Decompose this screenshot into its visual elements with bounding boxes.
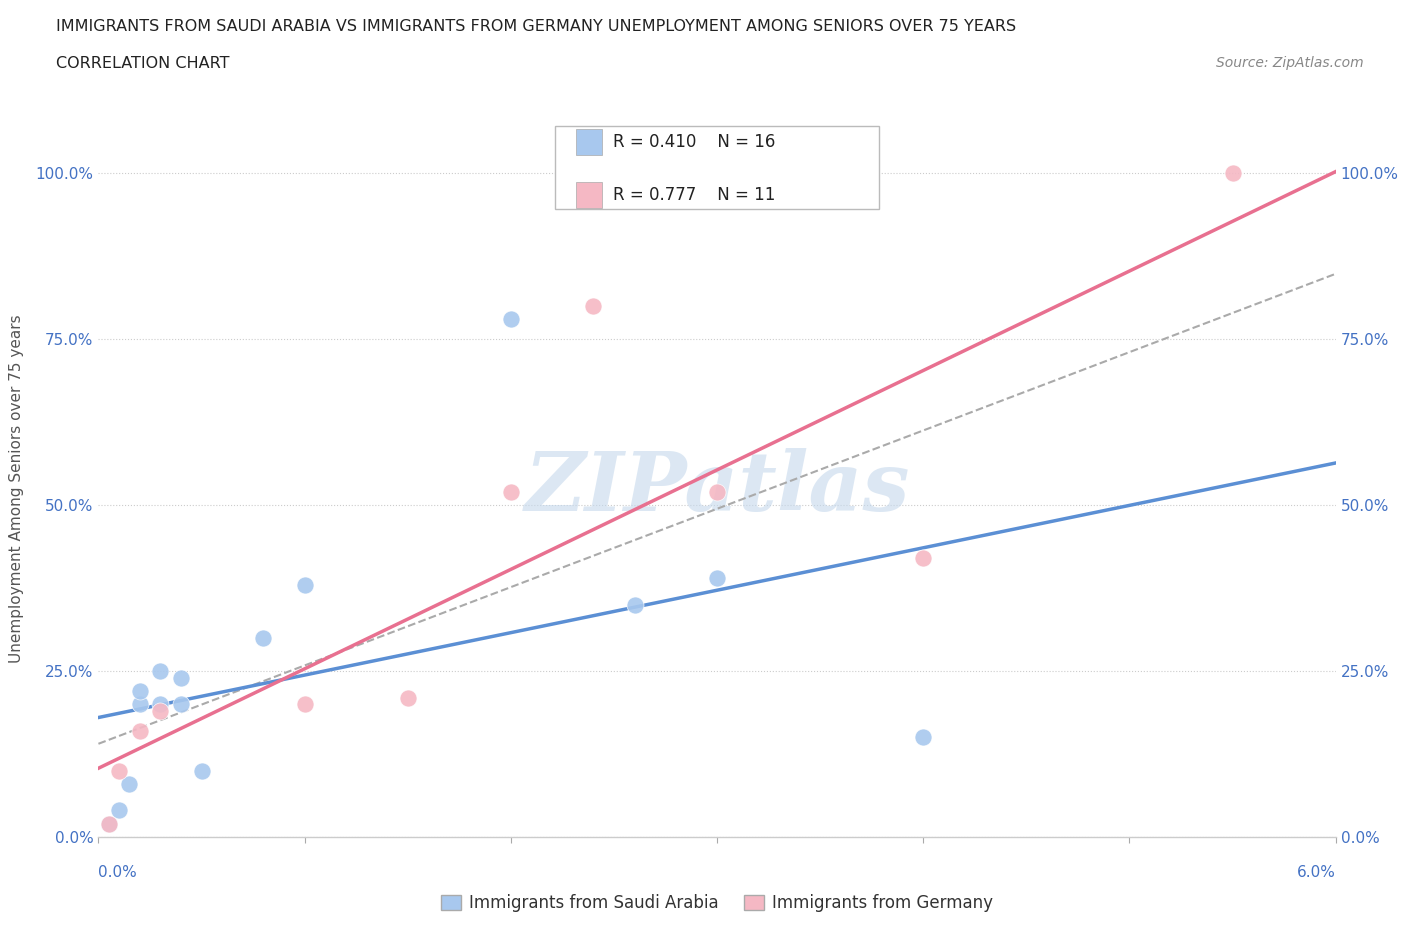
Point xyxy=(912,730,935,745)
Text: CORRELATION CHART: CORRELATION CHART xyxy=(56,56,229,71)
Point xyxy=(97,817,120,831)
Point xyxy=(128,684,150,698)
Point xyxy=(170,671,193,685)
Point xyxy=(108,764,131,778)
Text: 0.0%: 0.0% xyxy=(98,865,138,880)
Y-axis label: Unemployment Among Seniors over 75 years: Unemployment Among Seniors over 75 years xyxy=(10,314,24,662)
Point xyxy=(706,485,728,499)
Point xyxy=(294,697,316,711)
Point xyxy=(108,803,131,817)
Text: R = 0.410    N = 16: R = 0.410 N = 16 xyxy=(613,133,775,152)
Point xyxy=(499,312,522,326)
Point xyxy=(294,578,316,592)
Point xyxy=(499,485,522,499)
Point xyxy=(149,663,172,678)
Point xyxy=(252,631,274,645)
Point xyxy=(149,697,172,711)
Point xyxy=(912,551,935,565)
Point xyxy=(190,764,212,778)
Legend: Immigrants from Saudi Arabia, Immigrants from Germany: Immigrants from Saudi Arabia, Immigrants… xyxy=(434,887,1000,919)
Point xyxy=(582,299,605,313)
Text: ZIPatlas: ZIPatlas xyxy=(524,448,910,528)
Point xyxy=(128,724,150,738)
Point xyxy=(706,570,728,585)
Text: R = 0.777    N = 11: R = 0.777 N = 11 xyxy=(613,186,775,205)
Text: Source: ZipAtlas.com: Source: ZipAtlas.com xyxy=(1216,56,1364,70)
Point xyxy=(1222,166,1244,180)
Point xyxy=(128,697,150,711)
Text: IMMIGRANTS FROM SAUDI ARABIA VS IMMIGRANTS FROM GERMANY UNEMPLOYMENT AMONG SENIO: IMMIGRANTS FROM SAUDI ARABIA VS IMMIGRAN… xyxy=(56,19,1017,33)
Text: 6.0%: 6.0% xyxy=(1296,865,1336,880)
Point xyxy=(149,703,172,718)
Point xyxy=(623,597,645,612)
Point xyxy=(97,817,120,831)
Point xyxy=(118,777,141,791)
Point xyxy=(396,690,419,705)
Point xyxy=(170,697,193,711)
